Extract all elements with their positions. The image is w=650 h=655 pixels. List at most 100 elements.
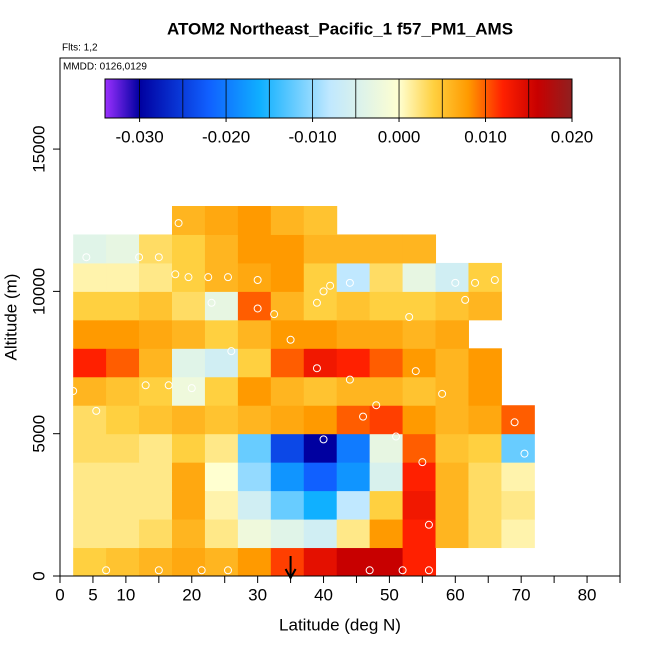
sample-point	[438, 389, 447, 398]
sample-point	[319, 287, 328, 296]
sample-point	[207, 298, 216, 307]
heat-cell	[270, 519, 305, 549]
x-tick-label: 10	[116, 585, 135, 604]
heat-cell	[106, 319, 140, 349]
heat-cell	[237, 348, 272, 378]
heat-cell	[303, 405, 338, 435]
sample-point	[204, 273, 213, 282]
heat-cell	[237, 262, 272, 292]
heat-cell	[468, 490, 502, 520]
heat-cell	[468, 519, 502, 549]
heat-cell	[369, 319, 404, 349]
heat-cell	[270, 319, 305, 349]
heat-cell	[204, 433, 239, 463]
heat-cell	[139, 519, 173, 549]
heat-cell	[270, 206, 305, 235]
sample-point	[69, 387, 78, 395]
heat-cell	[106, 490, 140, 520]
heat-cell	[139, 405, 173, 435]
heat-cell	[369, 433, 404, 463]
heat-cell	[369, 547, 404, 577]
heat-cell	[402, 547, 437, 577]
colorbar-tick-label: 0.000	[378, 127, 421, 146]
sample-point	[365, 566, 374, 575]
heat-cell	[369, 405, 404, 435]
heat-cell	[303, 490, 338, 520]
heat-cell	[435, 319, 469, 349]
heat-cell	[270, 462, 305, 492]
sample-point	[424, 566, 433, 575]
y-tick-label: 0	[29, 571, 48, 580]
heat-cell	[336, 519, 371, 549]
heat-cell	[106, 234, 140, 264]
dates: MMDD: 0126,0129	[63, 62, 147, 73]
sample-point	[372, 401, 381, 410]
heat-cell	[402, 262, 437, 292]
heat-cell	[270, 234, 305, 264]
sample-point	[154, 253, 163, 262]
heat-cell	[270, 490, 305, 520]
heat-cell	[172, 519, 206, 549]
heat-cell	[106, 291, 140, 321]
sample-point	[392, 432, 400, 441]
x-axis-label: Latitude (deg N)	[279, 615, 401, 634]
heat-cell	[237, 462, 272, 492]
heat-cell	[501, 433, 535, 463]
heat-cell	[468, 405, 502, 435]
sample-point	[405, 313, 414, 321]
sample-point	[326, 281, 335, 290]
heat-cell	[204, 206, 239, 235]
heat-cell	[468, 348, 502, 378]
heat-cell	[468, 462, 502, 492]
heat-cell	[204, 376, 239, 406]
heat-cell	[172, 376, 206, 406]
plot-frame	[59, 57, 621, 577]
heat-cell	[73, 405, 107, 435]
sample-point	[319, 435, 328, 444]
heat-cell	[237, 319, 272, 349]
heat-cell	[369, 234, 404, 264]
heat-cell	[237, 547, 272, 577]
sample-point	[345, 375, 354, 384]
heat-cell	[270, 291, 305, 321]
heat-cell	[139, 490, 173, 520]
sample-point	[312, 364, 321, 373]
heat-cell	[501, 490, 535, 520]
heat-cell	[237, 376, 272, 406]
heat-cell	[435, 405, 469, 435]
heat-cell	[270, 405, 305, 435]
sample-point	[187, 384, 196, 393]
heat-cell	[139, 462, 173, 492]
heat-cell	[172, 405, 206, 435]
sample-point	[398, 566, 407, 575]
heat-cell	[435, 519, 469, 549]
heat-cell	[73, 376, 107, 406]
x-tick-label: 40	[314, 585, 333, 604]
heat-cell	[172, 234, 206, 264]
heat-cell	[435, 433, 469, 463]
y-axis-label: Altitude (m)	[1, 274, 20, 361]
heat-cell	[336, 433, 371, 463]
sample-point	[135, 253, 144, 262]
heat-cell	[172, 206, 206, 235]
x-tick-label: 70	[512, 585, 531, 604]
heat-cell	[303, 547, 338, 577]
heat-cell	[237, 490, 272, 520]
heat-cell	[336, 348, 371, 378]
heat-cell	[106, 376, 140, 406]
heat-cell	[468, 291, 502, 321]
sample-point	[312, 298, 321, 307]
heat-cell	[501, 519, 535, 549]
heat-cell	[303, 319, 338, 349]
sample-point	[451, 278, 460, 287]
heat-cell	[106, 262, 140, 292]
heat-cell	[336, 291, 371, 321]
sample-point	[411, 367, 420, 376]
heat-cell	[303, 519, 338, 549]
x-tick-label: 50	[380, 585, 399, 604]
heat-cell	[435, 462, 469, 492]
x-tick-label: 20	[182, 585, 201, 604]
heat-cell	[468, 433, 502, 463]
heat-cell	[73, 490, 107, 520]
heat-cell	[73, 462, 107, 492]
